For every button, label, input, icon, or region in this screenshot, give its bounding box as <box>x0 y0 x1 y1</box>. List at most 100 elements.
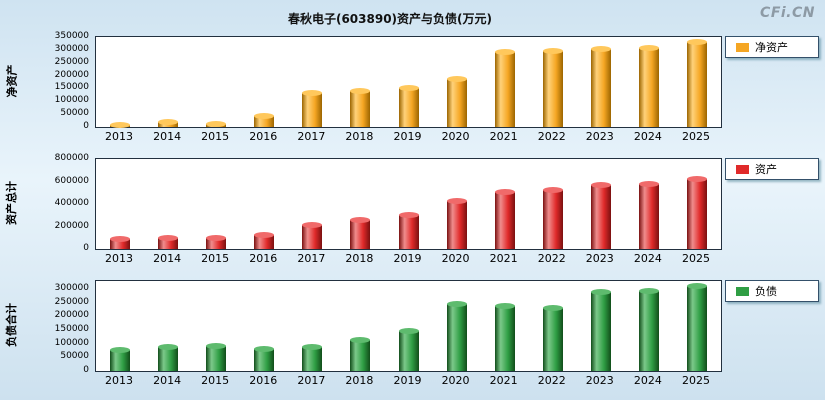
bar-cap <box>494 303 515 309</box>
y-tick-label: 300000 <box>54 43 89 54</box>
x-tick-label: 2013 <box>105 374 134 387</box>
bar-total-liabilities-2022 <box>542 305 563 371</box>
bar-cap <box>638 288 659 294</box>
y-tick-label: 250000 <box>54 296 89 307</box>
bar-cap <box>398 328 419 334</box>
y-axis-title-total-assets: 资产总计 <box>2 158 20 248</box>
x-tick-label: 2018 <box>345 374 374 387</box>
bar-total-assets-2025 <box>686 176 707 249</box>
bar-total-liabilities-2017 <box>302 344 323 371</box>
y-tick-label: 200000 <box>54 220 89 231</box>
x-tick-label: 2021 <box>489 130 518 143</box>
x-tick-label: 2024 <box>633 252 662 265</box>
bar-total-liabilities-2023 <box>590 289 611 371</box>
bar-cap <box>110 122 131 128</box>
x-tick-label: 2023 <box>585 374 614 387</box>
x-tick-label: 2023 <box>585 252 614 265</box>
bar-cap <box>686 283 707 289</box>
legend-label: 净资产 <box>755 41 788 54</box>
x-tick-label: 2016 <box>249 252 278 265</box>
bar-total-assets-2016 <box>254 232 275 249</box>
bar-total-assets-2019 <box>398 212 419 249</box>
bar-net-assets-2020 <box>446 76 467 127</box>
bar-cap <box>158 344 179 350</box>
bar-total-assets-2021 <box>494 189 515 249</box>
x-axis-labels: 2013 2014 2015 2016 2017 2018 2019 2020 2021 2022… <box>95 250 720 268</box>
bar-cap <box>542 305 563 311</box>
bar-total-assets-2017 <box>302 222 323 249</box>
x-tick-label: 2020 <box>441 252 470 265</box>
bar-net-assets-2013 <box>110 122 131 128</box>
x-tick-label: 2014 <box>153 374 182 387</box>
bar-total-assets-2023 <box>590 182 611 249</box>
y-axis-title-total-liabilities: 负债合计 <box>2 280 20 370</box>
x-tick-label: 2025 <box>681 130 710 143</box>
bar-net-assets-2015 <box>206 121 227 127</box>
y-tick-label: 50000 <box>60 108 89 119</box>
legend-swatch-red <box>736 164 749 174</box>
bar-cap <box>590 182 611 188</box>
bar-cap <box>446 301 467 307</box>
bar-cap <box>350 88 371 94</box>
bar-cap <box>350 337 371 343</box>
y-tick-label: 150000 <box>54 82 89 93</box>
x-tick-label: 2019 <box>393 252 422 265</box>
legend-label: 资产 <box>755 163 777 176</box>
y-axis-ticks: 0 50000 100000 150000 200000 250000 300000 3500… <box>40 31 92 131</box>
bar-net-assets-2021 <box>494 49 515 127</box>
y-tick-label: 350000 <box>54 31 89 41</box>
bar-cap <box>158 235 179 241</box>
legend-swatch-orange <box>736 42 749 52</box>
plot-area-total-liabilities <box>95 280 722 372</box>
x-tick-label: 2013 <box>105 130 134 143</box>
y-tick-label: 100000 <box>54 95 89 106</box>
x-axis-labels: 2013 2014 2015 2016 2017 2018 2019 2020 2021 2022… <box>95 372 720 390</box>
bar-net-assets-2023 <box>590 46 611 127</box>
y-tick-label: 0 <box>83 243 89 253</box>
y-tick-label: 50000 <box>60 351 89 362</box>
bar-total-assets-2018 <box>350 217 371 249</box>
y-axis-title-text: 资产总计 <box>5 181 18 225</box>
y-tick-label: 0 <box>83 365 89 375</box>
bar-total-liabilities-2021 <box>494 303 515 371</box>
bar-total-liabilities-2019 <box>398 328 419 371</box>
legend-net-assets: 净资产 <box>725 36 819 58</box>
bar-total-liabilities-2013 <box>110 347 131 371</box>
y-tick-label: 200000 <box>54 69 89 80</box>
plot-area-total-assets <box>95 158 722 250</box>
total-assets-chart: 资产总计 0 200000 400000 600000 800000 2013 2014 2… <box>0 153 825 276</box>
bar-cap <box>494 49 515 55</box>
bar-cap <box>302 90 323 96</box>
x-tick-label: 2015 <box>201 374 230 387</box>
bar-total-liabilities-2015 <box>206 343 227 371</box>
y-tick-label: 400000 <box>54 198 89 208</box>
x-tick-label: 2018 <box>345 252 374 265</box>
y-tick-label: 100000 <box>54 337 89 348</box>
y-axis-ticks: 0 50000 100000 150000 200000 250000 300000 <box>40 280 92 375</box>
x-tick-label: 2019 <box>393 130 422 143</box>
plot-area-net-assets <box>95 36 722 128</box>
y-tick-label: 150000 <box>54 324 89 335</box>
bar-total-liabilities-2024 <box>638 288 659 371</box>
net-assets-chart: 净资产 0 50000 100000 150000 200000 250000 300000… <box>0 31 825 154</box>
x-tick-label: 2022 <box>537 130 566 143</box>
bar-cap <box>398 212 419 218</box>
bar-total-liabilities-2020 <box>446 301 467 371</box>
bar-total-liabilities-2014 <box>158 344 179 371</box>
x-tick-label: 2018 <box>345 130 374 143</box>
bar-total-liabilities-2016 <box>254 346 275 371</box>
bar-cap <box>686 39 707 45</box>
bar-cap <box>542 187 563 193</box>
x-axis-labels: 2013 2014 2015 2016 2017 2018 2019 2020 2021 2022… <box>95 128 720 146</box>
bar-cap <box>110 236 131 242</box>
x-tick-label: 2015 <box>201 252 230 265</box>
bar-total-assets-2014 <box>158 235 179 249</box>
bar-total-assets-2022 <box>542 187 563 249</box>
x-tick-label: 2023 <box>585 130 614 143</box>
x-tick-label: 2014 <box>153 252 182 265</box>
bar-cap <box>302 222 323 228</box>
bar-total-assets-2013 <box>110 236 131 249</box>
bar-total-assets-2015 <box>206 235 227 249</box>
bar-cap <box>686 176 707 182</box>
